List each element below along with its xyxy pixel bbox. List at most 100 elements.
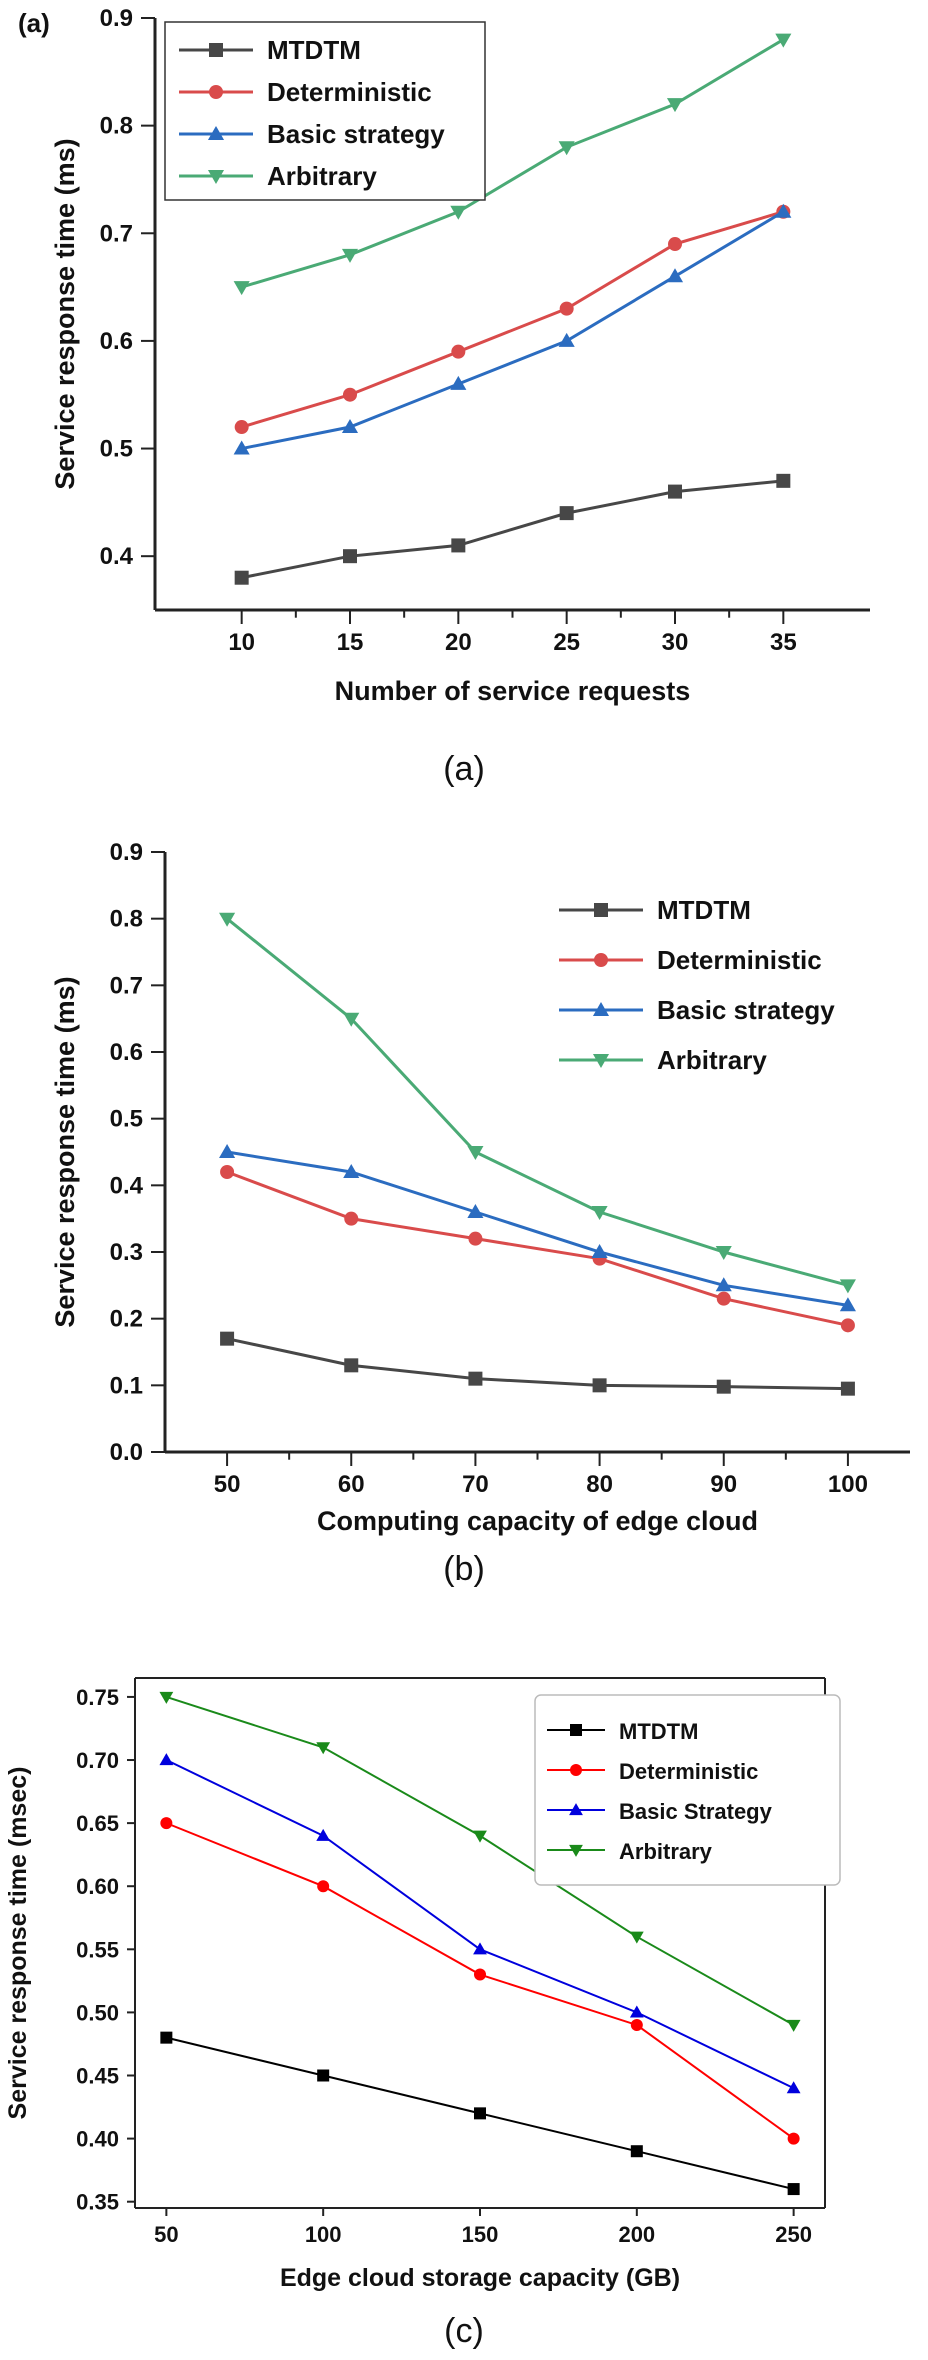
chart-a-series-mtdtm: [234, 473, 791, 585]
chart-c-legend-label-basic-strategy: Basic Strategy: [619, 1799, 773, 1824]
chart-b-point-mtdtm: [468, 1371, 483, 1386]
chart-a-y-tick-label: 0.6: [100, 328, 133, 355]
chart-a-series-deterministic: [234, 204, 791, 435]
chart-c-y-tick-label: 0.75: [76, 1685, 119, 1710]
chart-c-point-basic-strategy: [786, 2081, 801, 2094]
chart-b-y-tick-label: 0.9: [110, 839, 143, 866]
chart-b-y-tick-label: 0.7: [110, 972, 143, 999]
chart-a-point-deterministic: [559, 301, 574, 316]
chart-a-legend-marker-arbitrary: [207, 170, 225, 185]
chart-a-point-basic-strategy: [775, 203, 792, 218]
chart-c-legend-label-deterministic: Deterministic: [619, 1759, 758, 1784]
chart-b-point-mtdtm: [592, 1378, 607, 1393]
chart-b-point-basic-strategy: [715, 1277, 732, 1292]
chart-b-point-basic-strategy: [839, 1297, 856, 1312]
chart-c-y-tick-label: 0.40: [76, 2127, 119, 2152]
chart-c-point-basic-strategy: [159, 1753, 174, 1766]
chart-b-point-arbitrary: [219, 912, 236, 927]
chart-c-series-mtdtm: [160, 2031, 800, 2196]
chart-c-legend-label-mtdtm: MTDTM: [619, 1719, 698, 1744]
chart-a-y-tick-label: 0.5: [100, 436, 133, 463]
chart-b-y-tick-label: 0.3: [110, 1239, 143, 1266]
chart-a-x-tick-label: 35: [770, 629, 797, 656]
chart-a-point-arbitrary: [450, 205, 467, 220]
chart-a-point-mtdtm: [451, 538, 466, 553]
caption-a: (a): [443, 750, 485, 788]
chart-c-point-deterministic: [474, 1968, 486, 1981]
chart-a-x-axis-title: Number of service requests: [335, 676, 691, 706]
chart-b-point-basic-strategy: [219, 1143, 236, 1158]
chart-a-legend-label-basic-strategy: Basic strategy: [267, 119, 445, 149]
chart-a-point-mtdtm: [343, 549, 357, 564]
chart-c-legend-label-arbitrary: Arbitrary: [619, 1839, 713, 1864]
chart-b-point-deterministic: [220, 1165, 235, 1179]
chart-c-point-arbitrary: [159, 1691, 174, 1704]
chart-b-x-tick-label: 100: [828, 1471, 868, 1498]
chart-c-point-deterministic: [317, 1880, 330, 1893]
chart-a-point-arbitrary: [558, 141, 575, 156]
chart-b-x-tick-label: 80: [586, 1471, 613, 1498]
chart-b-point-mtdtm: [220, 1331, 235, 1346]
chart-b-x-tick-label: 60: [338, 1471, 365, 1498]
chart-a-point-arbitrary: [775, 33, 792, 48]
chart-c-point-arbitrary: [786, 2019, 801, 2032]
chart-c-point-arbitrary: [629, 1931, 644, 1944]
chart-a-point-mtdtm: [668, 484, 682, 499]
chart-a-point-basic-strategy: [558, 332, 575, 347]
chart-b-y-axis-title: Service response time (ms): [50, 976, 80, 1327]
chart-c-x-tick-label: 50: [154, 2222, 178, 2247]
caption-b: (b): [443, 1550, 485, 1588]
chart-b-y-tick-label: 0.2: [110, 1306, 143, 1333]
chart-c-x-tick-label: 150: [462, 2222, 499, 2247]
chart-b-x-axis-title: Computing capacity of edge cloud: [317, 1506, 758, 1536]
chart-c-x-tick-label: 100: [305, 2222, 342, 2247]
chart-b-point-deterministic: [468, 1231, 483, 1246]
chart-b-point-mtdtm: [344, 1358, 359, 1373]
chart-a-legend: MTDTM Deterministic Basic strategy Arbitrar…: [164, 21, 486, 201]
chart-b: 50 60 70 80 90 100 0.0 0.1 0.2 0.3 0.4 0.5 0.6 0.7 0.8…: [50, 839, 910, 1536]
chart-b-legend-label-deterministic: Deterministic: [657, 945, 822, 975]
chart-a-legend-marker-deterministic: [209, 85, 223, 99]
chart-a-line-mtdtm: [241, 479, 784, 580]
chart-a-point-deterministic: [234, 420, 249, 435]
chart-a-legend-label-arbitrary: Arbitrary: [267, 161, 377, 191]
chart-a-point-deterministic: [451, 344, 466, 359]
chart-c-series-arbitrary: [159, 1691, 801, 2032]
chart-c-point-mtdtm: [160, 2031, 173, 2044]
chart-c-x-axis-title: Edge cloud storage capacity (GB): [280, 2264, 680, 2292]
chart-c-legend-box: [534, 1694, 841, 1886]
chart-a-x-tick-label: 10: [228, 629, 255, 656]
chart-b-legend-marker-basic-strategy: [592, 1001, 610, 1016]
chart-a-point-basic-strategy: [666, 268, 684, 283]
chart-a-y-tick-label: 0.7: [100, 220, 133, 247]
chart-a-point-deterministic: [343, 387, 357, 402]
chart-b-legend-label-mtdtm: MTDTM: [657, 895, 751, 925]
chart-a-point-arbitrary: [341, 248, 359, 263]
chart-b-series-mtdtm: [220, 1331, 855, 1396]
chart-b-point-deterministic: [840, 1318, 855, 1333]
chart-b-point-deterministic: [716, 1291, 731, 1306]
chart-c-series-deterministic: [160, 1817, 800, 2145]
chart-b-y-tick-label: 0.8: [110, 906, 143, 933]
chart-a-series-arbitrary: [233, 33, 792, 296]
chart-b-y-tick-label: 0.1: [110, 1372, 143, 1399]
chart-a-panel-tag: (a): [18, 8, 50, 38]
chart-a-x-tick-label: 30: [662, 629, 689, 656]
chart-b-series-basic-strategy: [219, 1143, 856, 1312]
chart-b-point-arbitrary: [467, 1146, 484, 1161]
chart-c-legend-marker-arbitrary: [569, 1844, 583, 1857]
chart-c-point-deterministic: [787, 2132, 800, 2145]
chart-b-point-arbitrary: [715, 1246, 732, 1261]
chart-c-point-arbitrary: [473, 1830, 487, 1843]
chart-b-point-deterministic: [344, 1211, 359, 1226]
chart-b-legend-label-arbitrary: Arbitrary: [657, 1045, 767, 1075]
chart-a-point-mtdtm: [776, 473, 791, 488]
chart-b-line-arbitrary: [226, 917, 849, 1287]
caption-c: (c): [444, 2312, 484, 2350]
chart-b-point-arbitrary: [343, 1012, 360, 1027]
chart-c-y-tick-label: 0.35: [76, 2190, 119, 2215]
chart-a-point-basic-strategy: [450, 375, 467, 390]
chart-a-legend-label-deterministic: Deterministic: [267, 77, 432, 107]
chart-c-point-basic-strategy: [316, 1828, 331, 1841]
chart-c-point-arbitrary: [316, 1742, 331, 1755]
